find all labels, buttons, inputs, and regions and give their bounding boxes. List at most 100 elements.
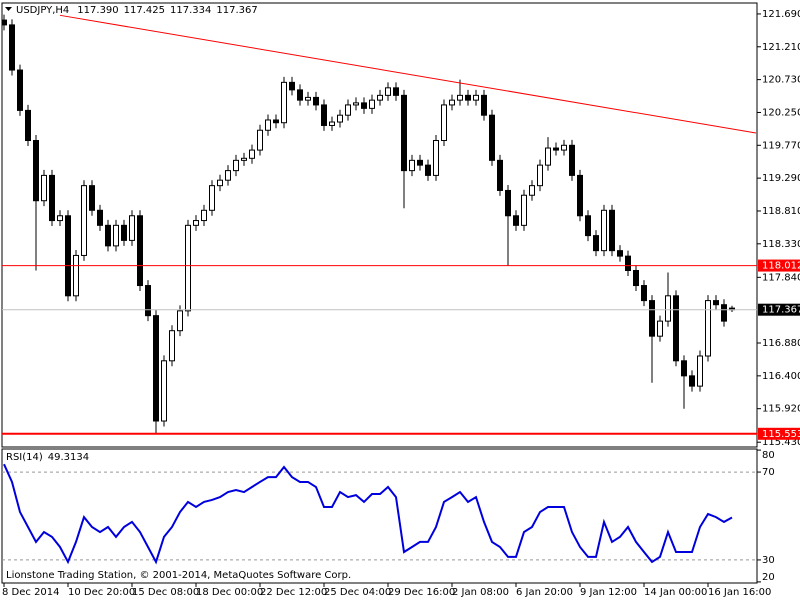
rsi-tick-label: 20 <box>762 572 775 583</box>
candle-body <box>185 224 191 312</box>
candle-body <box>625 255 631 271</box>
candle-body <box>329 121 335 126</box>
candle-body <box>609 209 615 252</box>
candle-body <box>33 140 39 202</box>
candle-body <box>241 157 247 161</box>
menu-icon[interactable] <box>5 7 12 11</box>
candle-body <box>705 300 711 357</box>
candle-body <box>49 174 55 222</box>
candle-body <box>89 185 95 211</box>
candle-body <box>561 144 567 151</box>
y-tick-label: 116.880 <box>762 338 800 349</box>
candle-body <box>697 355 703 387</box>
candle-body <box>433 140 439 176</box>
price-panel <box>1 2 758 448</box>
x-tick-label: 9 Jan 12:00 <box>580 587 637 598</box>
price-plot <box>2 14 757 435</box>
candle-body <box>313 96 319 106</box>
y-tick-label: 119.770 <box>762 140 800 151</box>
candle-body <box>585 215 591 237</box>
level-box <box>758 259 800 272</box>
current-price-box <box>758 303 800 316</box>
x-tick-label: 6 Jan 20:00 <box>516 587 573 598</box>
candle-body <box>129 215 135 241</box>
candle-body <box>577 174 583 217</box>
x-tick-label: 2 Jan 08:00 <box>452 587 509 598</box>
candle-body <box>545 147 551 166</box>
header-value: 117.334 <box>170 5 211 16</box>
x-tick-label: 8 Dec 2014 <box>2 587 60 598</box>
candle-body <box>209 185 215 211</box>
candle-body <box>65 215 71 297</box>
candle-body <box>497 159 503 191</box>
candle-body <box>417 159 423 166</box>
candle-body <box>401 94 407 172</box>
candle-body <box>633 269 639 287</box>
x-tick-label: 16 Jan 16:00 <box>708 587 771 598</box>
candle-body <box>97 209 103 226</box>
rsi-line <box>3 463 733 565</box>
candle-body <box>465 94 471 101</box>
header-value: 117.425 <box>124 5 165 16</box>
candle-body <box>233 159 239 172</box>
candle-body <box>425 164 431 176</box>
y-tick-label: 120.250 <box>762 107 800 118</box>
y-tick-label: 121.690 <box>762 9 800 20</box>
y-tick-label: 119.290 <box>762 173 800 184</box>
candle-body <box>353 102 359 106</box>
x-tick-label: 25 Dec 04:00 <box>324 587 391 598</box>
candle-body <box>2 19 7 26</box>
candle-body <box>217 179 223 187</box>
candle-body <box>273 119 279 124</box>
candle-body <box>681 360 687 377</box>
candle-body <box>113 224 119 247</box>
candle-body <box>169 330 175 362</box>
y-tick-label: 116.400 <box>762 371 800 382</box>
candle-body <box>489 114 495 161</box>
candle-body <box>665 295 671 322</box>
x-tick-label: 22 Dec 12:00 <box>260 587 327 598</box>
candle-body <box>201 209 207 222</box>
candle-body <box>225 170 231 181</box>
candle-body <box>513 215 519 226</box>
candle-body <box>73 254 79 297</box>
candle-body <box>9 24 15 71</box>
candle-body <box>161 360 167 422</box>
candle-body <box>481 94 487 116</box>
candle-body <box>121 224 127 241</box>
candle-body <box>593 235 599 252</box>
level-label: 115.553 <box>762 429 800 440</box>
y-tick-label: 115.430 <box>762 437 800 448</box>
candle-body <box>265 119 271 131</box>
candle-body <box>361 102 367 109</box>
candle-body <box>177 310 183 332</box>
symbol-title: USDJPY,H4 <box>16 5 69 16</box>
candle-body <box>193 220 199 226</box>
x-tick-label: 15 Dec 08:00 <box>132 587 199 598</box>
candle-body <box>105 224 111 247</box>
candle-body <box>377 94 383 101</box>
x-tick-label: 10 Dec 20:00 <box>68 587 135 598</box>
rsi-tick-label: 70 <box>762 467 775 478</box>
rsi-panel <box>1 448 758 584</box>
candle-body <box>409 159 415 172</box>
candle-body <box>529 185 535 196</box>
candle-body <box>249 149 255 159</box>
footer: Lionstone Trading Station, © 2001-2014, … <box>6 570 351 581</box>
x-tick-label: 14 Jan 00:00 <box>644 587 707 598</box>
y-tick-label: 120.730 <box>762 75 800 86</box>
candle-body <box>41 174 47 202</box>
candle-body <box>81 185 87 256</box>
candle-body <box>25 109 31 142</box>
candle-body <box>505 189 511 217</box>
candle-body <box>305 96 311 101</box>
candle-body <box>649 300 655 337</box>
candle-body <box>641 285 647 302</box>
candle-body <box>673 295 679 362</box>
candle-body <box>713 300 719 306</box>
candle-body <box>689 375 695 387</box>
rsi-tick-label: 80 <box>762 450 775 461</box>
candle-body <box>289 81 295 91</box>
candle-body <box>369 99 375 109</box>
candle-body <box>449 99 455 106</box>
